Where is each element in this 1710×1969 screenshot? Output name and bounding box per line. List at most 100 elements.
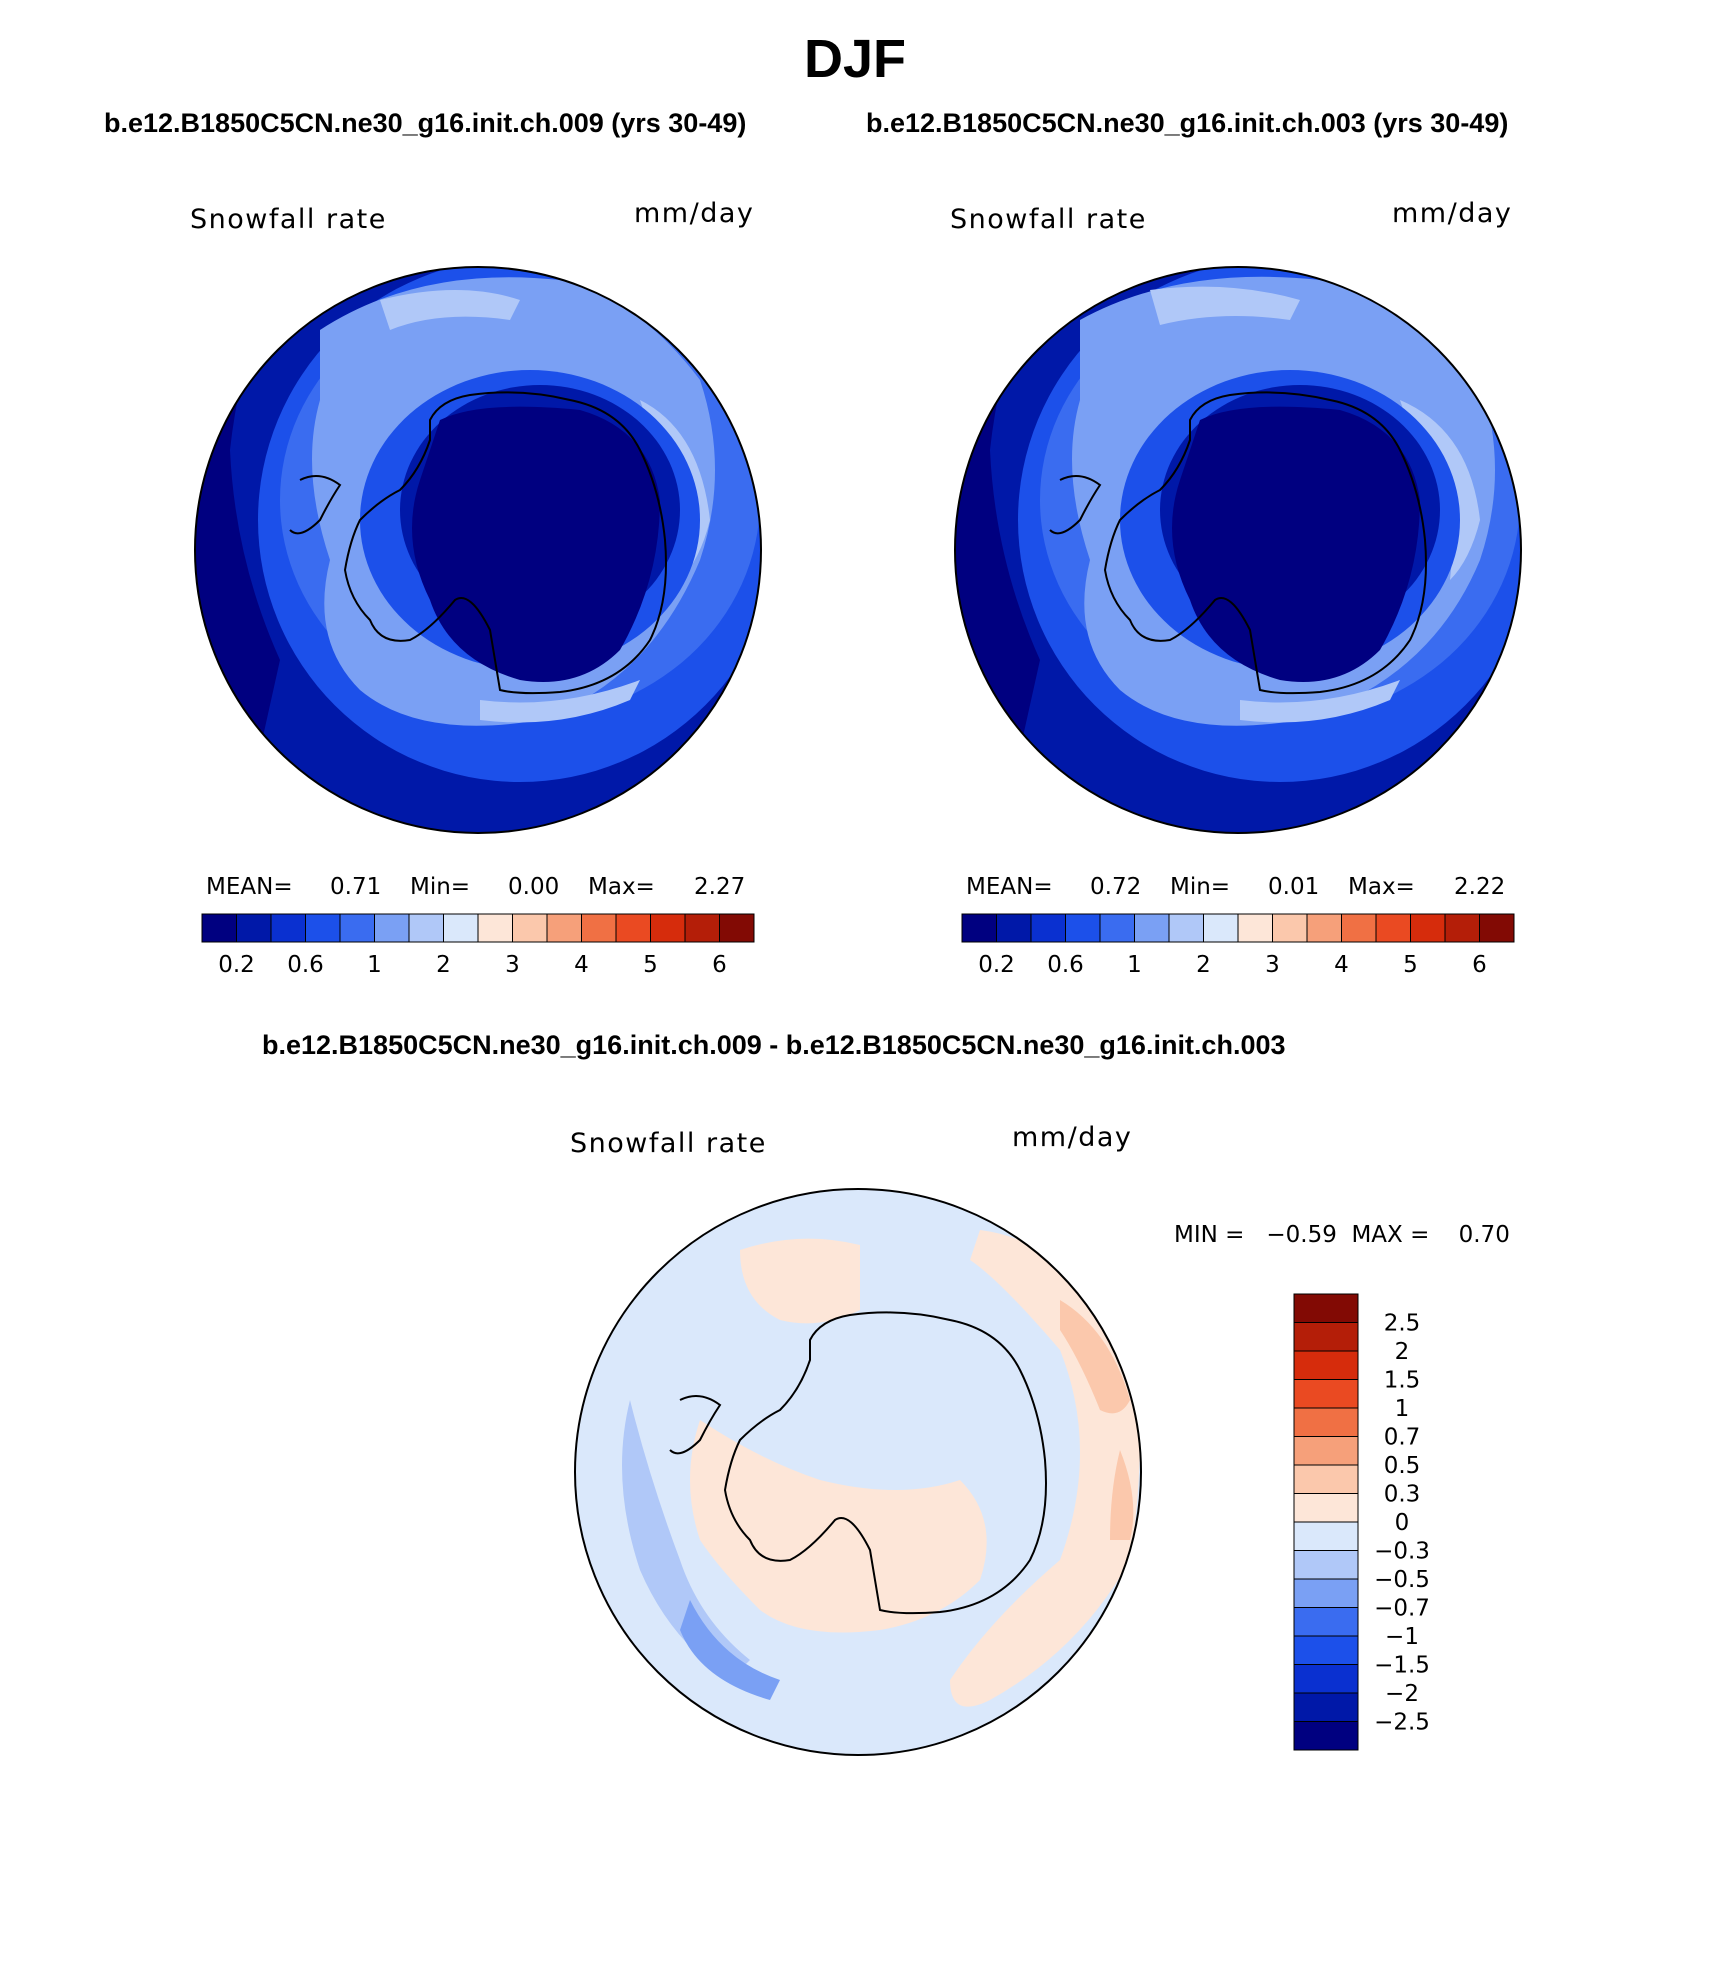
left-mean-value: 0.71 [330, 874, 382, 900]
colorbar-left: 0.2 0.6 1 2 3 4 5 6 [201, 913, 755, 978]
colorbar-right-tick-label: 2 [1196, 952, 1211, 978]
colorbar-right-swatch [996, 913, 1032, 943]
colorbar-right-swatch [1410, 913, 1446, 943]
right-units-label: mm/day [1392, 198, 1513, 229]
colorbar-left-tick-label: 6 [712, 952, 727, 978]
colorbar-diff-tick-label: 0.5 [1384, 1453, 1421, 1479]
colorbar-diff-tick-label: 2.5 [1384, 1311, 1421, 1337]
colorbar-diff-swatch [1293, 1350, 1359, 1380]
map-diff-field [575, 1189, 1141, 1755]
map-diff-coastline [723, 1311, 1047, 1615]
colorbar-diff: 2.52 1.51 0.70.5 0.30 −0.3−0.5 −0.7−1 −1.5−2 −2… [1293, 1293, 1430, 1751]
map-right-field [955, 267, 1521, 833]
colorbar-diff-tick-label: 1.5 [1384, 1368, 1421, 1394]
colorbar-diff-swatch [1293, 1664, 1359, 1694]
colorbar-left-swatch [374, 913, 410, 943]
colorbar-left-swatch [684, 913, 720, 943]
colorbar-right-tick-label: 3 [1265, 952, 1280, 978]
colorbar-diff-tick-label: 2 [1395, 1339, 1410, 1365]
colorbar-left-swatch [339, 913, 375, 943]
left-units-label: mm/day [634, 198, 755, 229]
colorbar-diff-swatch [1293, 1407, 1359, 1437]
subtitle-left: b.e12.B1850C5CN.ne30_g16.init.ch.009 (yr… [104, 108, 747, 138]
colorbar-right-tick-label: 5 [1403, 952, 1418, 978]
colorbar-left-swatch [305, 913, 341, 943]
colorbar-right-swatch [961, 913, 997, 943]
subtitle-diff: b.e12.B1850C5CN.ne30_g16.init.ch.009 - b… [262, 1030, 1286, 1060]
colorbar-diff-tick-label: −2.5 [1374, 1710, 1430, 1736]
colorbar-left-swatch [546, 913, 582, 943]
colorbar-left-tick-label: 5 [643, 952, 658, 978]
figure-title: DJF [803, 29, 906, 89]
colorbar-diff-swatch [1293, 1464, 1359, 1494]
left-min-value: 0.00 [508, 874, 560, 900]
colorbar-diff-swatch [1293, 1721, 1359, 1751]
colorbar-diff-tick-label: −1.5 [1374, 1653, 1430, 1679]
colorbar-right-swatch [1134, 913, 1170, 943]
colorbar-right-swatch [1272, 913, 1308, 943]
colorbar-right-swatch [1030, 913, 1066, 943]
colorbar-diff-swatch [1293, 1635, 1359, 1665]
colorbar-left-tick-label: 0.2 [218, 952, 255, 978]
colorbar-right-swatch [1479, 913, 1515, 943]
colorbar-diff-tick-label: −0.7 [1374, 1596, 1430, 1622]
colorbar-left-swatch [270, 913, 306, 943]
map-right-coastline [1103, 391, 1427, 695]
colorbar-right-tick-label: 6 [1472, 952, 1487, 978]
colorbar-left-swatch [581, 913, 617, 943]
colorbar-right-swatch [1375, 913, 1411, 943]
colorbar-right-swatch [1203, 913, 1239, 943]
colorbar-diff-tick-label: 0.7 [1384, 1425, 1421, 1451]
colorbar-diff-swatch [1293, 1379, 1359, 1409]
colorbar-diff-tick-label: −0.5 [1374, 1567, 1430, 1593]
colorbar-left-swatch [650, 913, 686, 943]
right-min-label: Min= [1170, 874, 1231, 900]
colorbar-left-tick-label: 3 [505, 952, 520, 978]
colorbar-diff-swatch [1293, 1293, 1359, 1323]
left-min-label: Min= [410, 874, 471, 900]
left-variable-label: Snowfall rate [190, 204, 387, 235]
colorbar-diff-swatch [1293, 1550, 1359, 1580]
colorbar-diff-swatch [1293, 1521, 1359, 1551]
colorbar-diff-swatch [1293, 1607, 1359, 1637]
map-left-field [195, 267, 761, 833]
colorbar-right-tick-label: 1 [1127, 952, 1142, 978]
colorbar-left-swatch [236, 913, 272, 943]
colorbar-left-tick-label: 4 [574, 952, 589, 978]
right-max-value: 2.22 [1454, 874, 1506, 900]
colorbar-right-swatch [1099, 913, 1135, 943]
left-mean-label: MEAN= [206, 874, 293, 900]
colorbar-diff-tick-label: 0 [1395, 1510, 1410, 1536]
colorbar-left-swatch [477, 913, 513, 943]
right-mean-label: MEAN= [966, 874, 1053, 900]
colorbar-right: 0.2 0.6 1 2 3 4 5 6 [961, 913, 1515, 978]
map-left-coastline [343, 391, 667, 695]
colorbar-diff-tick-label: −0.3 [1374, 1539, 1430, 1565]
diff-units-label: mm/day [1012, 1122, 1133, 1153]
colorbar-left-swatch [615, 913, 651, 943]
colorbar-diff-tick-label: −1 [1385, 1624, 1419, 1650]
colorbar-left-swatch [408, 913, 444, 943]
colorbar-left-tick-label: 1 [367, 952, 382, 978]
colorbar-right-swatch [1306, 913, 1342, 943]
colorbar-right-tick-label: 4 [1334, 952, 1349, 978]
colorbar-right-swatch [1237, 913, 1273, 943]
colorbar-right-swatch [1168, 913, 1204, 943]
diff-minmax: MIN = −0.59 MAX = 0.70 [1174, 1222, 1510, 1248]
colorbar-right-swatch [1341, 913, 1377, 943]
right-max-label: Max= [1348, 874, 1415, 900]
colorbar-right-tick-label: 0.2 [978, 952, 1015, 978]
right-variable-label: Snowfall rate [950, 204, 1147, 235]
colorbar-diff-tick-label: 0.3 [1384, 1482, 1421, 1508]
colorbar-left-swatch [719, 913, 755, 943]
colorbar-left-swatch [512, 913, 548, 943]
right-mean-value: 0.72 [1090, 874, 1142, 900]
colorbar-diff-swatch [1293, 1692, 1359, 1722]
left-max-value: 2.27 [694, 874, 746, 900]
colorbar-diff-swatch [1293, 1436, 1359, 1466]
colorbar-left-swatch [443, 913, 479, 943]
colorbar-left-swatch [201, 913, 237, 943]
colorbar-diff-swatch [1293, 1578, 1359, 1608]
colorbar-left-tick-label: 0.6 [287, 952, 324, 978]
colorbar-right-swatch [1444, 913, 1480, 943]
